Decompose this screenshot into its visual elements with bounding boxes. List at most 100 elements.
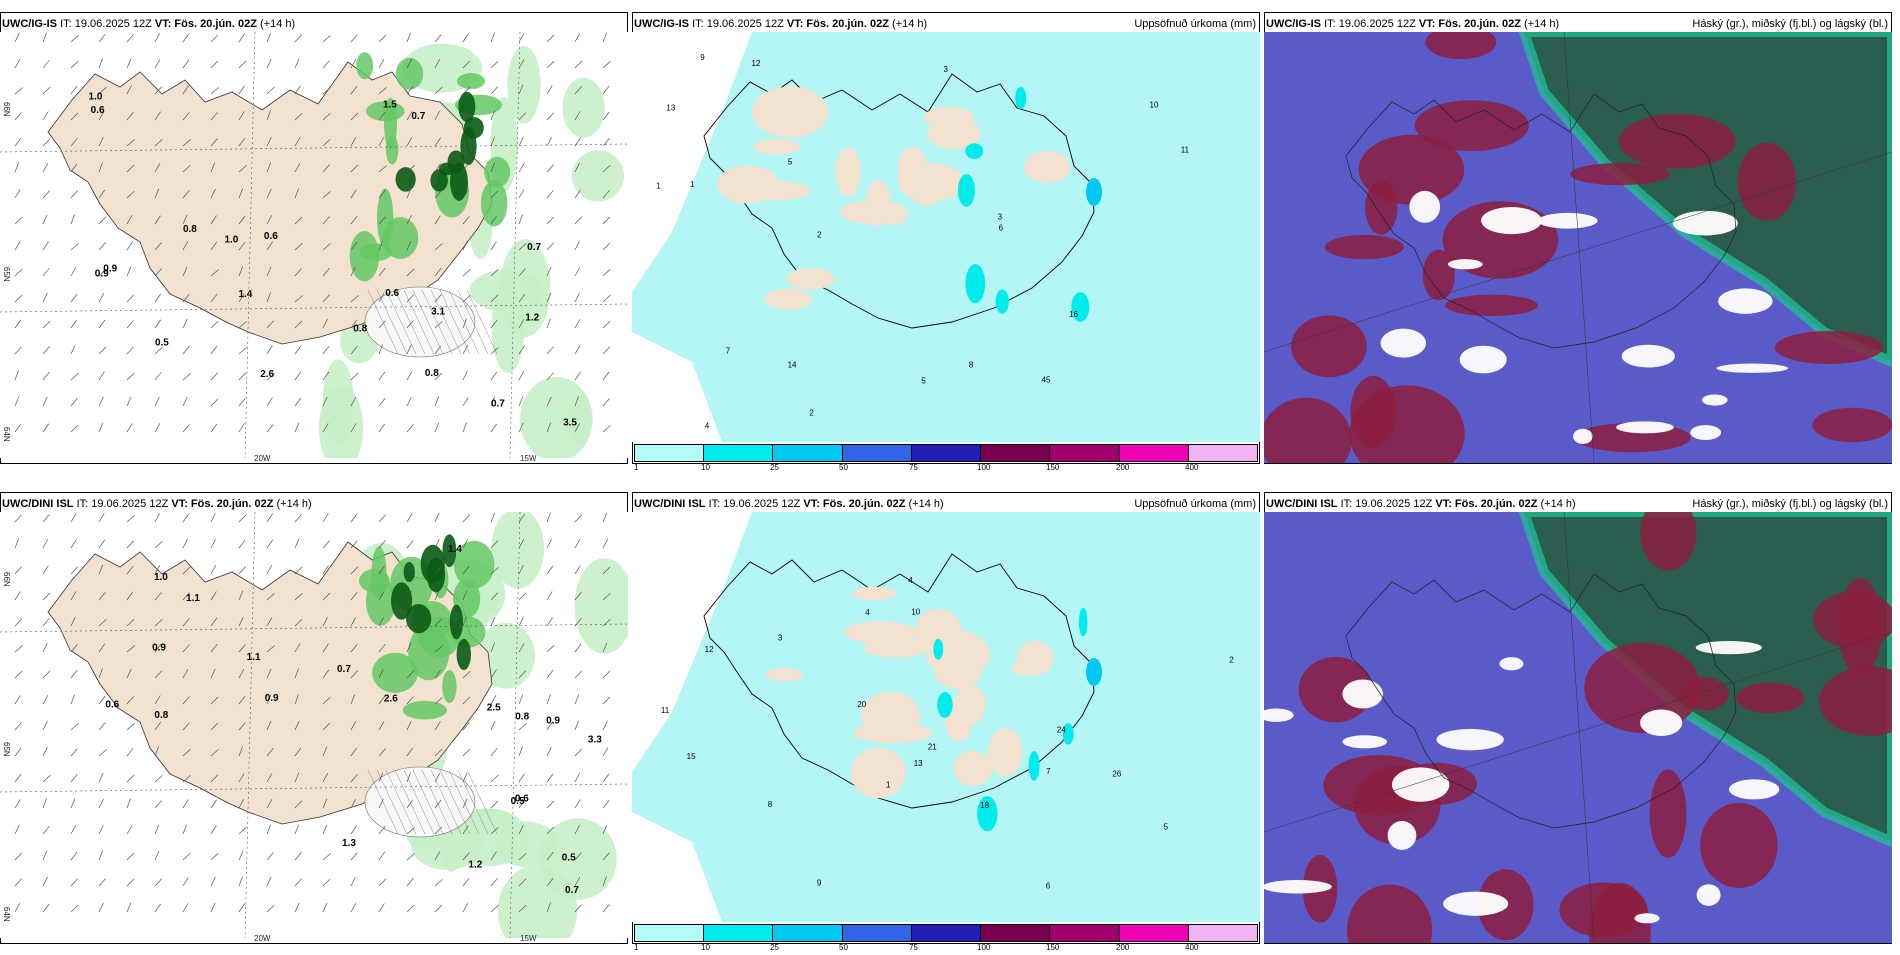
wind-barb bbox=[602, 320, 611, 329]
precip-area-heavy bbox=[420, 544, 445, 584]
wind-barb bbox=[42, 60, 50, 69]
mid-cloud-area bbox=[1640, 512, 1697, 571]
wind-barb bbox=[574, 111, 581, 121]
wind-barb bbox=[406, 720, 412, 731]
wind-barb bbox=[518, 396, 524, 407]
wind-barb bbox=[154, 903, 161, 913]
wind-barb bbox=[462, 345, 469, 355]
wind-barb bbox=[126, 515, 135, 523]
precip-value-label: 1.2 bbox=[468, 859, 482, 870]
glacier-hatch bbox=[367, 289, 399, 355]
wind-barb bbox=[266, 876, 272, 887]
wind-barb bbox=[378, 137, 385, 147]
wind-barb bbox=[322, 853, 331, 861]
wind-barb bbox=[14, 722, 22, 731]
wind-barb bbox=[238, 566, 246, 575]
wind-barb bbox=[154, 59, 161, 69]
wind-barb bbox=[350, 747, 358, 757]
wind-barb bbox=[462, 370, 468, 381]
wind-barb bbox=[378, 616, 384, 627]
wind-barb bbox=[462, 33, 469, 43]
precip-area-mid bbox=[356, 52, 374, 80]
precip-area-heavy bbox=[463, 116, 484, 139]
wind-barb bbox=[378, 878, 387, 887]
wind-barb bbox=[238, 669, 245, 679]
wind-barb bbox=[42, 268, 50, 277]
wind-barb bbox=[322, 294, 330, 303]
wind-barb bbox=[406, 424, 414, 433]
wind-barb bbox=[406, 566, 414, 575]
colorbar-swatch bbox=[635, 445, 705, 461]
wind-barb bbox=[462, 318, 467, 329]
wind-barb bbox=[602, 904, 610, 913]
wind-barb bbox=[126, 540, 135, 549]
wind-barb bbox=[154, 293, 161, 303]
colorbar-tick: 25 bbox=[770, 463, 779, 472]
wind-barb bbox=[266, 241, 273, 251]
wind-barb bbox=[294, 268, 302, 277]
wind-barb bbox=[574, 422, 580, 433]
wind-barb bbox=[126, 139, 135, 147]
mid-cloud-area bbox=[1444, 294, 1538, 317]
wind-barb bbox=[70, 373, 79, 381]
colorbar-swatch bbox=[1050, 445, 1120, 461]
graticule bbox=[244, 32, 256, 458]
wind-barb bbox=[378, 190, 386, 199]
map-wind-precip: 0.7 0.6 0.9 1.0 0.9 0.7 0.6 1.5 0.7 0.8 1.0 0.6 0.5 0… bbox=[0, 32, 628, 458]
wind-barb bbox=[70, 214, 75, 225]
wind-barb bbox=[350, 540, 358, 549]
colorbar-tick: 50 bbox=[839, 463, 848, 472]
panel-header: UWC/IG-IS IT: 19.06.2025 12Z VT: Fös. 20… bbox=[634, 18, 928, 30]
clear-sky-area bbox=[1573, 428, 1593, 445]
wind-barb bbox=[238, 321, 247, 329]
wind-barb bbox=[378, 851, 386, 861]
wind-barb bbox=[322, 824, 328, 835]
wind-barb bbox=[98, 422, 104, 433]
wind-barb bbox=[518, 564, 524, 575]
wind-barb bbox=[14, 773, 22, 783]
wind-barb bbox=[154, 32, 160, 43]
clear-sky-area bbox=[1621, 344, 1675, 368]
coastline-iceland bbox=[1345, 93, 1737, 349]
mid-cloud-area bbox=[1570, 163, 1670, 186]
wind-barb bbox=[154, 215, 161, 225]
wind-barb bbox=[98, 722, 106, 731]
wind-barb bbox=[182, 775, 191, 783]
wind-barb bbox=[602, 242, 611, 251]
wind-barb bbox=[574, 514, 583, 523]
glacier-hatch bbox=[457, 769, 489, 835]
wind-barb bbox=[266, 162, 272, 173]
wind-barb bbox=[98, 772, 104, 783]
wind-barb bbox=[434, 904, 443, 913]
wind-barb bbox=[434, 215, 441, 225]
precip-area-mid bbox=[442, 670, 457, 704]
wind-barb bbox=[490, 86, 499, 95]
wind-barb bbox=[42, 86, 51, 95]
wind-barb bbox=[322, 138, 331, 147]
precip-value-label: 20 bbox=[857, 700, 866, 709]
precip-value-label: 45 bbox=[1042, 375, 1051, 384]
wind-barb bbox=[210, 293, 218, 303]
dry-land-area bbox=[953, 750, 993, 787]
wind-barb bbox=[434, 799, 442, 809]
wind-barb bbox=[574, 670, 583, 679]
wind-barb bbox=[602, 720, 608, 731]
wind-barb bbox=[574, 33, 581, 43]
wind-barb bbox=[322, 268, 330, 277]
wind-barb bbox=[210, 643, 218, 653]
wind-barb bbox=[546, 216, 555, 225]
wind-barb bbox=[154, 138, 163, 147]
wind-barb bbox=[406, 165, 415, 173]
precip-area-mid bbox=[453, 540, 495, 589]
clear-sky-area bbox=[1459, 345, 1507, 374]
wind-barb bbox=[238, 722, 246, 731]
dry-land-area bbox=[786, 268, 835, 290]
wind-barb bbox=[462, 722, 470, 731]
wind-barb bbox=[406, 58, 412, 69]
clear-sky-area bbox=[1616, 421, 1674, 434]
wind-barb bbox=[98, 592, 106, 601]
wind-barb bbox=[42, 320, 51, 329]
wind-barb bbox=[490, 215, 497, 225]
wind-barb bbox=[154, 86, 163, 95]
wind-barb bbox=[322, 216, 330, 225]
